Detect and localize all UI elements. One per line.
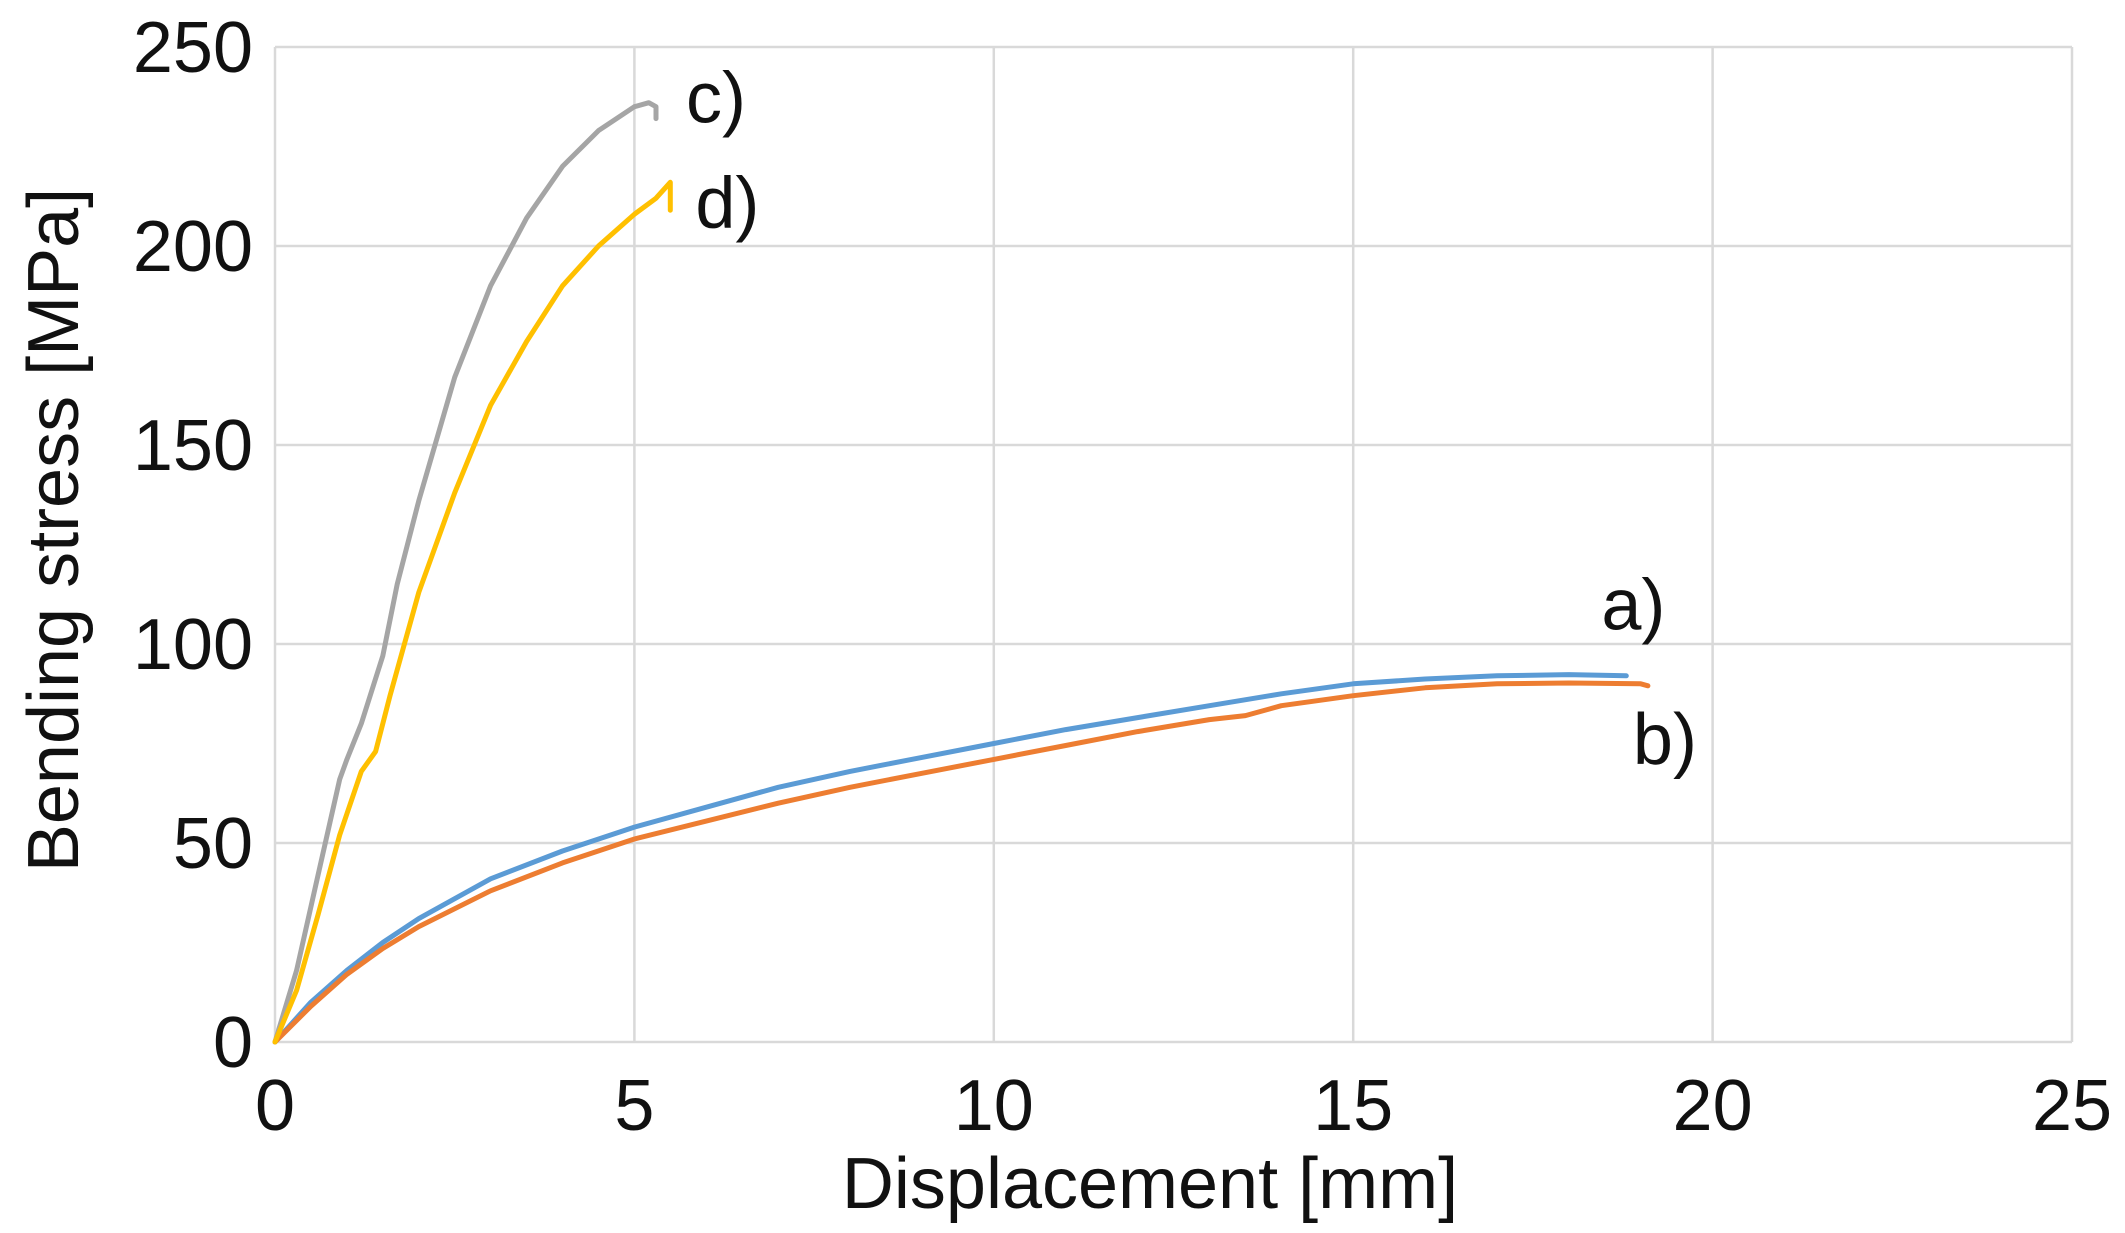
x-axis-title: Displacement [mm]: [842, 1144, 1458, 1224]
series-label-b: b): [1633, 700, 1697, 780]
series-label-c: c): [686, 59, 746, 139]
series-line-a: [272, 672, 1629, 1045]
y-axis-title: Bending stress [MPa]: [14, 188, 94, 872]
series-label-a: a): [1601, 566, 1665, 646]
x-tick-label-15: 15: [1313, 1066, 1393, 1146]
series-line-d: [272, 179, 673, 1045]
grid: [273, 45, 2074, 1044]
y-tick-label-250: 250: [133, 8, 253, 88]
y-tick-label-100: 100: [133, 605, 253, 685]
x-tick-label-25: 25: [2032, 1066, 2112, 1146]
x-tick-label-0: 0: [255, 1066, 295, 1146]
x-tick-label-5: 5: [614, 1066, 654, 1146]
series-labels: a) b) c) d): [686, 59, 1697, 780]
y-tick-label-200: 200: [133, 207, 253, 287]
y-tick-label-50: 50: [173, 804, 253, 884]
y-tick-label-0: 0: [213, 1003, 253, 1083]
series-line-b: [272, 680, 1651, 1045]
x-tick-label-20: 20: [1673, 1066, 1753, 1146]
y-tick-label-150: 150: [133, 406, 253, 486]
series-label-d: d): [695, 163, 759, 243]
series-lines: [272, 100, 1651, 1045]
series-line-c: [272, 100, 659, 1045]
x-tick-label-10: 10: [954, 1066, 1034, 1146]
